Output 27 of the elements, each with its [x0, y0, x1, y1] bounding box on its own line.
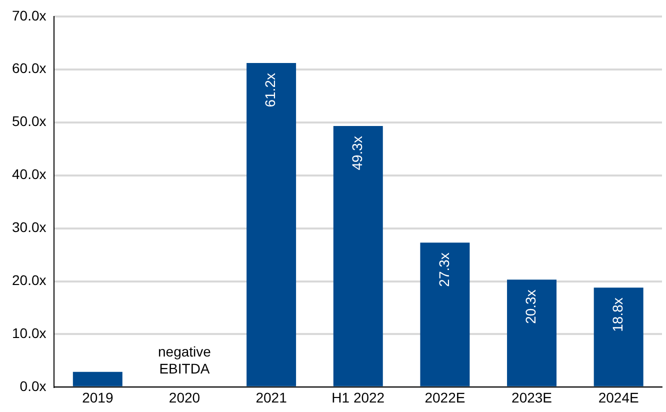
y-tick-label: 50.0x [12, 113, 46, 130]
y-tick-label: 20.0x [12, 272, 46, 288]
x-tick-label: 2023E [512, 389, 552, 406]
y-tick-label: 40.0x [12, 166, 46, 182]
bar [333, 126, 383, 386]
x-tick-label: 2021 [256, 389, 288, 406]
bar [420, 242, 470, 386]
y-tick-label: 0.0x [20, 378, 46, 394]
bar [246, 63, 296, 386]
data-label: 61.2x [262, 73, 278, 108]
y-tick-label: 70.0x [12, 7, 46, 24]
y-tick-label: 60.0x [12, 60, 46, 76]
bar [507, 280, 557, 386]
x-tick-label: H1 2022 [332, 389, 385, 406]
data-label: 18.8x [609, 298, 626, 332]
annotation: negative EBITDA [158, 344, 212, 377]
data-label: 49.3x [348, 136, 365, 170]
x-tick-label: 2019 [82, 389, 114, 406]
bar [72, 372, 122, 386]
y-tick-label: 30.0x [12, 219, 46, 236]
data-label: 27.3x [436, 252, 452, 287]
x-tick-label: 2024E [598, 389, 639, 406]
x-tick-label: 2022E [424, 389, 466, 406]
x-tick-label: 2020 [168, 389, 200, 406]
bar [594, 288, 644, 386]
y-tick-label: 10.0x [12, 325, 46, 342]
data-label: 20.3x [522, 290, 539, 324]
